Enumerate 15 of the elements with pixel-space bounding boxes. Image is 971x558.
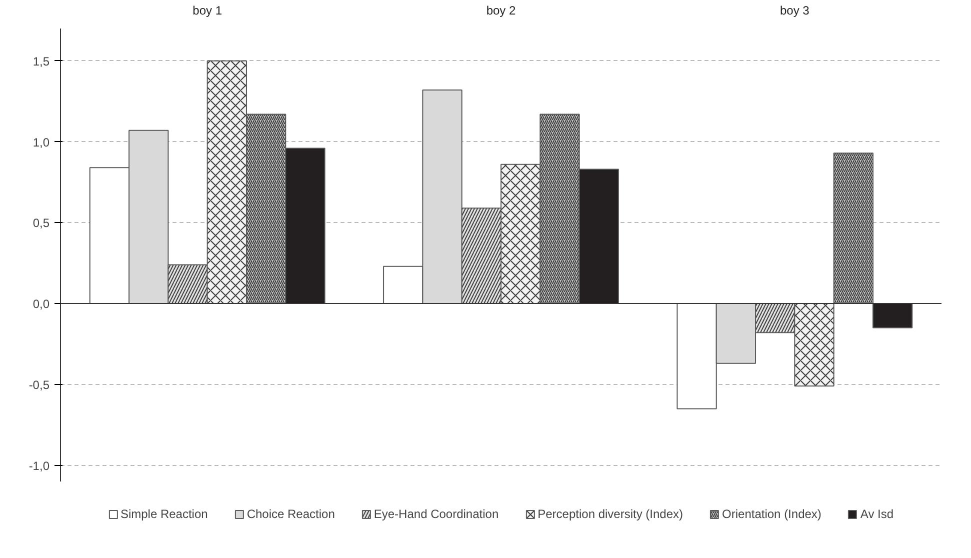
legend-label: Perception diversity (Index): [538, 507, 684, 521]
legend-label: Choice Reaction: [246, 507, 335, 521]
legend-label: Av Isd: [860, 507, 894, 521]
y-tick-label: 0,0: [32, 297, 50, 312]
x-tick-label: boy 2: [486, 4, 516, 18]
y-tick-label: -1,0: [28, 458, 50, 473]
y-tick-label: 1,5: [32, 54, 50, 68]
x-tick-label: boy 3: [780, 4, 810, 18]
legend-label: Orientation (Index): [722, 507, 822, 521]
y-tick-label: 0,5: [32, 216, 50, 230]
y-tick-label: 1,0: [32, 135, 50, 150]
legend-label: Eye-Hand Coordination: [374, 507, 499, 521]
x-tick-label: boy 1: [192, 4, 222, 18]
y-tick-label: -0,5: [28, 378, 50, 392]
legend-label: Simple Reaction: [120, 507, 208, 521]
